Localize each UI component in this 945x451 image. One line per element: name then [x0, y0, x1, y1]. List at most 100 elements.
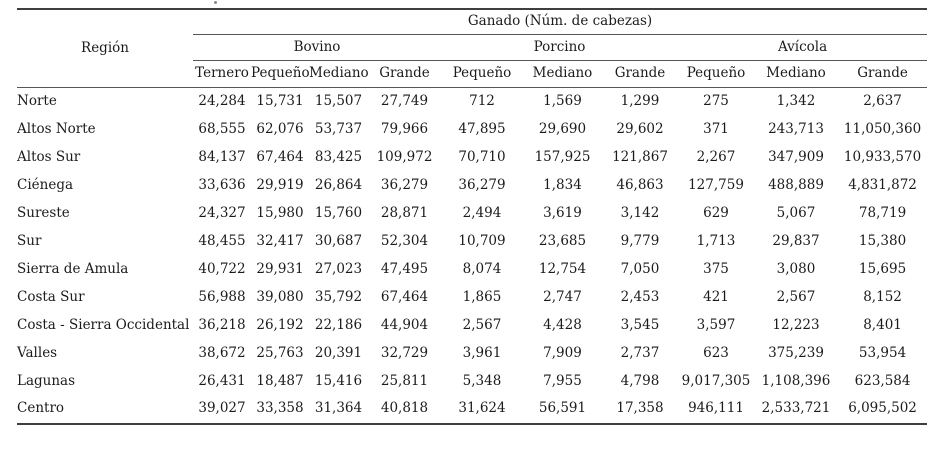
sub-header: Pequeño — [251, 60, 309, 88]
value-cell: 31,364 — [309, 395, 368, 425]
value-cell: 36,279 — [458, 176, 506, 193]
table-body: Norte 24,284 15,731 15,507 27,749 712 1,569 1,2… — [17, 88, 928, 425]
ganado-span-header: Ganado (Núm. de cabezas) — [193, 9, 928, 35]
value-cell: 243,713 — [768, 120, 824, 137]
value-cell: 3,619 — [543, 204, 582, 221]
value-cell: 5,067 — [776, 204, 816, 221]
value-cell: 1,834 — [543, 176, 582, 193]
region-cell: Sureste — [17, 204, 70, 221]
value-cell: 4,798 — [620, 372, 660, 389]
value-cell: 8,401 — [863, 316, 902, 333]
value-cell: 7,050 — [620, 260, 660, 277]
region-column-header: Región — [17, 9, 193, 88]
value-cell: 15,731 — [256, 92, 304, 109]
value-cell: 33,358 — [251, 395, 309, 425]
value-cell: 375,239 — [768, 344, 824, 361]
value-cell: 27,023 — [314, 260, 363, 277]
value-cell: 46,863 — [616, 176, 664, 193]
value-cell: 33,636 — [198, 176, 246, 193]
value-cell: 12,754 — [538, 260, 587, 277]
value-cell: 2,267 — [696, 148, 736, 165]
value-cell: 67,464 — [256, 148, 304, 165]
value-cell: 48,455 — [198, 232, 246, 249]
sub-header: Mediano — [754, 60, 838, 88]
table-row: Costa - Sierra Occidental 36,218 26,192 22,… — [17, 312, 927, 340]
table-row: Centro 39,027 33,358 31,364 40,818 31,624 56,5… — [17, 395, 928, 425]
region-cell: Norte — [17, 92, 57, 109]
value-cell: 1,713 — [696, 232, 736, 249]
region-cell: Altos Sur — [17, 148, 81, 165]
value-cell: 26,431 — [198, 372, 246, 389]
sub-header: Grande — [602, 60, 678, 88]
value-cell: 15,507 — [314, 92, 363, 109]
table-row: Sierra de Amula 40,722 29,931 27,023 47,495 8… — [17, 256, 927, 284]
table-row: Altos Norte 68,555 62,076 53,737 79,966 47,89… — [17, 116, 927, 144]
value-cell: 2,533,721 — [754, 395, 838, 425]
value-cell: 1,108,396 — [761, 372, 831, 389]
value-cell: 9,017,305 — [681, 372, 751, 389]
value-cell: 29,837 — [772, 232, 820, 249]
value-cell: 44,904 — [380, 316, 429, 333]
value-cell: 946,111 — [678, 395, 754, 425]
value-cell: 15,760 — [314, 204, 363, 221]
value-cell: 4,831,872 — [848, 176, 917, 193]
value-cell: 7,909 — [543, 344, 582, 361]
value-cell: 12,223 — [772, 316, 820, 333]
value-cell: 10,709 — [458, 232, 506, 249]
value-cell: 67,464 — [380, 288, 429, 305]
value-cell: 56,988 — [198, 288, 246, 305]
value-cell: 32,729 — [380, 344, 429, 361]
value-cell: 3,142 — [620, 204, 660, 221]
value-cell: 2,494 — [462, 204, 502, 221]
value-cell: 29,602 — [616, 120, 664, 137]
value-cell: 15,416 — [314, 372, 363, 389]
region-cell: Ciénega — [17, 176, 74, 193]
value-cell: 3,545 — [620, 316, 660, 333]
value-cell: 6,095,502 — [838, 395, 928, 425]
value-cell: 15,380 — [858, 232, 907, 249]
region-cell: Centro — [17, 395, 193, 425]
value-cell: 56,591 — [523, 395, 602, 425]
group-header-bovino: Bovino — [193, 34, 441, 61]
value-cell: 157,925 — [534, 148, 591, 165]
region-cell: Sierra de Amula — [17, 260, 129, 277]
value-cell: 32,417 — [256, 232, 304, 249]
value-cell: 275 — [703, 92, 729, 109]
value-cell: 27,749 — [380, 92, 429, 109]
value-cell: 8,152 — [863, 288, 902, 305]
value-cell: 3,961 — [462, 344, 502, 361]
table-row: Ciénega 33,636 29,919 26,864 36,279 36,279 1,8… — [17, 172, 927, 200]
value-cell: 25,811 — [380, 372, 429, 389]
value-cell: 2,737 — [620, 344, 660, 361]
value-cell: 53,737 — [314, 120, 363, 137]
value-cell: 375 — [703, 260, 729, 277]
livestock-table: Región Ganado (Núm. de cabezas) Bovino Po… — [17, 8, 928, 425]
group-header-row: Bovino Porcino Avícola — [17, 34, 928, 61]
value-cell: 2,747 — [543, 288, 582, 305]
region-cell: Costa - Sierra Occidental — [17, 316, 190, 333]
value-cell: 26,864 — [314, 176, 363, 193]
region-cell: Sur — [17, 232, 42, 249]
value-cell: 127,759 — [688, 176, 744, 193]
value-cell: 30,687 — [314, 232, 363, 249]
value-cell: 22,186 — [314, 316, 363, 333]
value-cell: 623,584 — [854, 372, 911, 389]
table-row: Sur 48,455 32,417 30,687 52,304 10,709 23,685 9… — [17, 228, 927, 256]
region-cell: Costa Sur — [17, 288, 85, 305]
value-cell: 9,779 — [620, 232, 660, 249]
value-cell: 52,304 — [380, 232, 429, 249]
sub-header: Ternero — [193, 60, 251, 88]
value-cell: 29,931 — [256, 260, 304, 277]
value-cell: 23,685 — [538, 232, 587, 249]
value-cell: 1,342 — [776, 92, 816, 109]
value-cell: 29,690 — [538, 120, 587, 137]
value-cell: 2,637 — [863, 92, 902, 109]
value-cell: 83,425 — [314, 148, 363, 165]
value-cell: 47,495 — [380, 260, 429, 277]
value-cell: 53,954 — [858, 344, 907, 361]
value-cell: 36,218 — [198, 316, 246, 333]
table-row: Sureste 24,327 15,980 15,760 28,871 2,494 3,61… — [17, 200, 927, 228]
value-cell: 40,818 — [368, 395, 441, 425]
table-row: Altos Sur 84,137 67,464 83,425 109,972 70,710… — [17, 144, 927, 172]
